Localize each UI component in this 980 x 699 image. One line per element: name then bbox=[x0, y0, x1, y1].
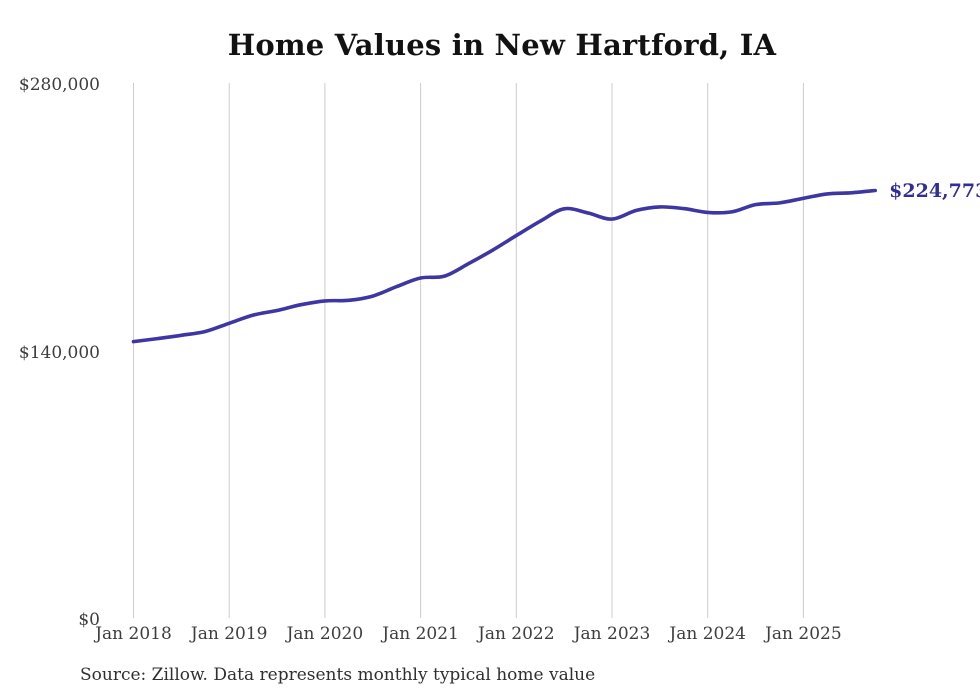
y-tick-label: $0 bbox=[78, 610, 100, 630]
chart-title: Home Values in New Hartford, IA bbox=[227, 28, 777, 62]
x-tick-label: Jan 2019 bbox=[190, 624, 268, 644]
gridlines bbox=[133, 83, 804, 618]
source-note: Source: Zillow. Data represents monthly … bbox=[80, 665, 596, 685]
x-tick-label: Jan 2022 bbox=[478, 624, 555, 644]
x-tick-label: Jan 2025 bbox=[765, 624, 842, 644]
x-tick-label: Jan 2024 bbox=[669, 624, 746, 644]
x-tick-label: Jan 2021 bbox=[382, 624, 459, 644]
x-tick-label: Jan 2018 bbox=[95, 624, 172, 644]
home-value-line bbox=[131, 188, 877, 344]
x-tick-label: Jan 2020 bbox=[286, 624, 364, 644]
x-tick-label: Jan 2023 bbox=[573, 624, 651, 644]
y-tick-label: $280,000 bbox=[18, 75, 100, 95]
y-tick-label: $140,000 bbox=[18, 342, 100, 363]
latest-value-label: $224,773 bbox=[889, 179, 980, 202]
